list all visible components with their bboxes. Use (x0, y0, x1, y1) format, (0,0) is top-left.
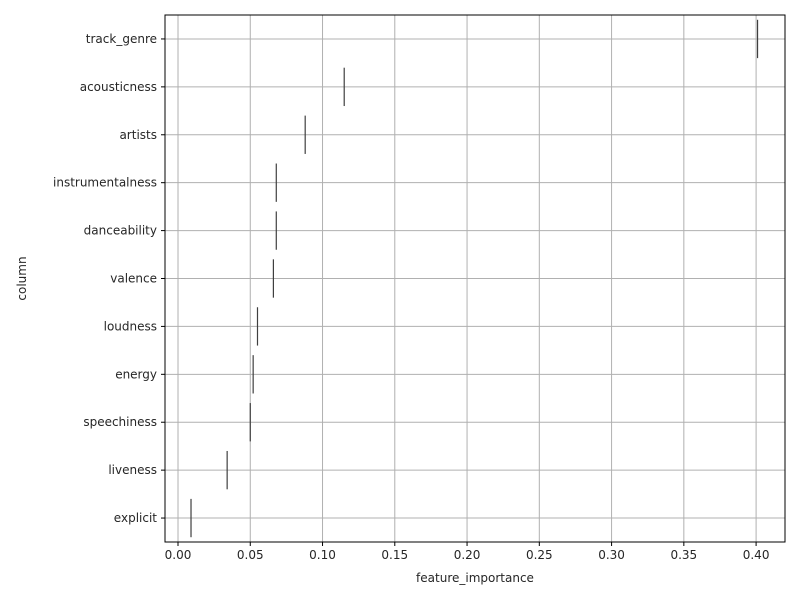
y-tick-label: liveness (108, 463, 157, 477)
y-axis-label: column (15, 256, 29, 300)
x-tick-label: 0.25 (526, 548, 553, 562)
y-tick-label: artists (119, 128, 157, 142)
ticks-layer: 0.00 0.05 0.10 0.15 0.20 0.25 0.30 0.35 0.40 trac… (53, 32, 769, 562)
x-tick-label: 0.20 (454, 548, 481, 562)
x-tick-label: 0.30 (598, 548, 625, 562)
x-tick-label: 0.05 (237, 548, 264, 562)
grid-layer (165, 15, 785, 542)
y-tick-label: track_genre (86, 32, 157, 46)
y-tick-label: loudness (104, 319, 157, 333)
y-tick-label: valence (110, 272, 157, 286)
y-tick-label: explicit (114, 511, 157, 525)
x-tick-label: 0.40 (743, 548, 770, 562)
y-tick-label: acousticness (80, 80, 157, 94)
y-tick-label: speechiness (83, 415, 157, 429)
marks-layer (190, 19, 759, 538)
x-tick-label: 0.10 (309, 548, 336, 562)
y-tick-label: energy (115, 367, 157, 381)
y-tick-label: instrumentalness (53, 176, 157, 190)
y-tick-label: danceability (84, 224, 157, 238)
x-tick-label: 0.15 (381, 548, 408, 562)
x-tick-label: 0.35 (670, 548, 697, 562)
x-tick-label: 0.00 (165, 548, 192, 562)
x-axis-label: feature_importance (416, 571, 534, 585)
